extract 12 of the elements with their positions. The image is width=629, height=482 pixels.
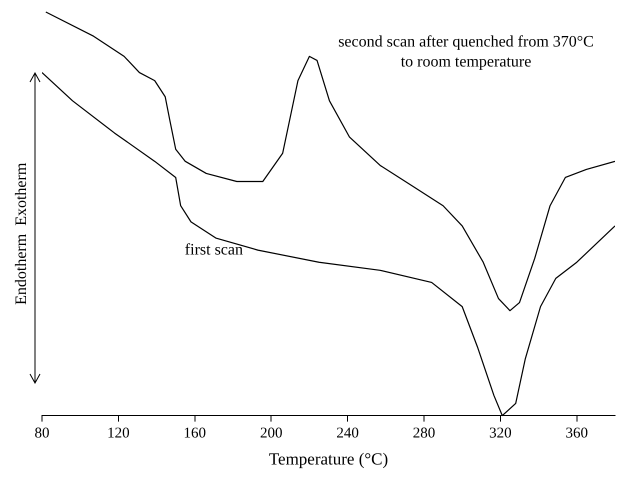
x-tick-label: 280 bbox=[412, 426, 436, 442]
annotation: first scan bbox=[184, 241, 243, 258]
x-tick-label: 120 bbox=[107, 426, 130, 442]
x-tick-label: 80 bbox=[34, 426, 50, 442]
x-tick-label: 360 bbox=[566, 426, 588, 442]
x-axis-title: Temperature (°C) bbox=[268, 449, 388, 468]
x-tick-label: 320 bbox=[489, 426, 512, 442]
x-tick-label: 200 bbox=[260, 426, 282, 442]
x-tick-label: 240 bbox=[336, 426, 359, 442]
x-tick-label: 160 bbox=[184, 426, 206, 442]
annotation: second scan after quenched from 370°C to room temperature bbox=[338, 34, 594, 71]
y-axis-title: Endotherm Exotherm bbox=[13, 162, 30, 305]
